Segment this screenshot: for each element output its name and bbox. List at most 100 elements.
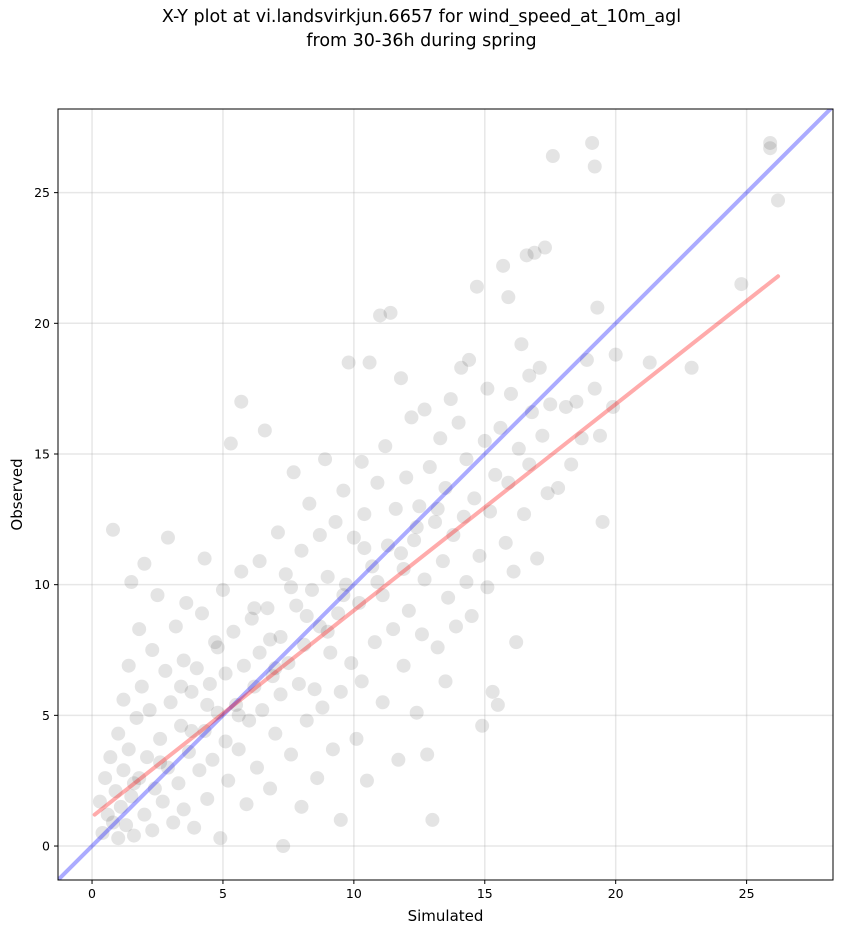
scatter-point bbox=[252, 554, 267, 569]
scatter-point bbox=[459, 575, 474, 590]
scatter-point bbox=[116, 763, 131, 778]
scatter-point bbox=[132, 771, 147, 786]
scatter-point bbox=[388, 501, 403, 516]
scatter-point bbox=[333, 684, 348, 699]
x-tick-label: 0 bbox=[88, 886, 96, 901]
scatter-point bbox=[208, 635, 223, 650]
grid-lines bbox=[58, 109, 833, 880]
scatter-point bbox=[124, 789, 139, 804]
scatter-point bbox=[574, 431, 589, 446]
scatter-point bbox=[145, 643, 160, 658]
scatter-point bbox=[448, 619, 463, 634]
scatter-point bbox=[315, 700, 330, 715]
scatter-point bbox=[530, 551, 545, 566]
x-tick-label: 5 bbox=[219, 886, 227, 901]
scatter-point bbox=[354, 674, 369, 689]
scatter-point bbox=[433, 431, 448, 446]
scatter-point bbox=[475, 718, 490, 733]
scatter-point bbox=[103, 750, 118, 765]
scatter-point bbox=[590, 300, 605, 315]
scatter-point bbox=[119, 818, 134, 833]
scatter-point bbox=[493, 420, 508, 435]
y-tick-label: 15 bbox=[34, 446, 50, 461]
scatter-point bbox=[210, 705, 225, 720]
scatter-point bbox=[608, 347, 623, 362]
scatter-point bbox=[218, 734, 233, 749]
scatter-point bbox=[462, 352, 477, 367]
chart-title-line-2: from 30-36h during spring bbox=[306, 31, 537, 51]
scatter-point bbox=[197, 551, 212, 566]
scatter-point bbox=[540, 486, 555, 501]
y-axis-label: Observed bbox=[8, 458, 26, 530]
scatter-point bbox=[380, 538, 395, 553]
scatter-point bbox=[336, 588, 351, 603]
scatter-point bbox=[558, 399, 573, 414]
scatter-point bbox=[357, 541, 372, 556]
scatter-point bbox=[496, 258, 511, 273]
scatter-point bbox=[134, 679, 149, 694]
scatter-point bbox=[501, 290, 516, 305]
scatter-point bbox=[467, 491, 482, 506]
scatter-point bbox=[480, 381, 495, 396]
scatter-point bbox=[184, 724, 199, 739]
scatter-point bbox=[336, 483, 351, 498]
scatter-point bbox=[176, 653, 191, 668]
scatter-point bbox=[464, 609, 479, 624]
scatter-point bbox=[200, 697, 215, 712]
scatter-point bbox=[480, 580, 495, 595]
scatter-point bbox=[370, 475, 385, 490]
scatter-point bbox=[331, 606, 346, 621]
scatter-point bbox=[417, 402, 432, 417]
scatter-point bbox=[263, 632, 278, 647]
scatter-point bbox=[95, 825, 110, 840]
scatter-point bbox=[333, 812, 348, 827]
scatter-point bbox=[111, 726, 126, 741]
scatter-point bbox=[284, 580, 299, 595]
scatter-point bbox=[121, 742, 136, 757]
scatter-point bbox=[396, 658, 411, 673]
scatter-point bbox=[430, 640, 445, 655]
scatter-point bbox=[430, 501, 445, 516]
scatter-point bbox=[537, 240, 552, 255]
scatter-point bbox=[281, 656, 296, 671]
scatter-point bbox=[263, 781, 278, 796]
scatter-point bbox=[362, 355, 377, 370]
scatter-point bbox=[294, 799, 309, 814]
scatter-point bbox=[579, 352, 594, 367]
scatter-point bbox=[346, 530, 361, 545]
scatter-point bbox=[276, 839, 291, 854]
scatter-point bbox=[386, 622, 401, 637]
scatter-point bbox=[257, 423, 272, 438]
scatter-point bbox=[378, 439, 393, 454]
scatter-point bbox=[168, 619, 183, 634]
scatter-point bbox=[503, 386, 518, 401]
scatter-point bbox=[511, 441, 526, 456]
scatter-point bbox=[401, 603, 416, 618]
scatter-point bbox=[485, 684, 500, 699]
scatter-point bbox=[451, 415, 466, 430]
scatter-point bbox=[438, 480, 453, 495]
scatter-point bbox=[307, 682, 322, 697]
scatter-point bbox=[200, 791, 215, 806]
axis-ticks: 0 5 10 15 20 25 0 5 10 15 20 25 bbox=[34, 185, 754, 901]
scatter-point bbox=[299, 713, 314, 728]
scatter-point bbox=[171, 776, 186, 791]
scatter-point bbox=[441, 590, 456, 605]
scatter-point bbox=[150, 588, 165, 603]
scatter-point bbox=[273, 629, 288, 644]
scatter-point bbox=[312, 619, 327, 634]
x-tick-label: 25 bbox=[739, 886, 755, 901]
scatter-point bbox=[192, 763, 207, 778]
y-tick-label: 5 bbox=[42, 708, 50, 723]
scatter-point bbox=[412, 499, 427, 514]
scatter-point bbox=[145, 823, 160, 838]
scatter-point bbox=[425, 812, 440, 827]
scatter-point bbox=[187, 820, 202, 835]
scatter-point bbox=[126, 828, 141, 843]
scatter-point bbox=[383, 305, 398, 320]
scatter-point bbox=[294, 543, 309, 558]
scatter-point bbox=[365, 559, 380, 574]
scatter-point bbox=[404, 410, 419, 425]
scatter-point bbox=[763, 141, 778, 156]
